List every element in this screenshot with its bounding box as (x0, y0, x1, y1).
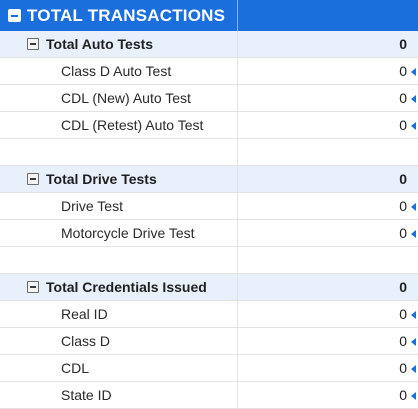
row-value-cell[interactable]: 0 (238, 112, 418, 138)
spacer-row (0, 139, 418, 166)
spacer-label-cell (0, 247, 238, 273)
row-value-cell[interactable]: 0 (238, 382, 418, 408)
section-total: 0 (399, 36, 407, 52)
table-row[interactable]: Motorcycle Drive Test 0 (0, 220, 418, 247)
section-label: Total Drive Tests (46, 171, 157, 187)
section-label-cell: Total Auto Tests (0, 31, 238, 57)
row-label-cell: CDL (Retest) Auto Test (0, 112, 238, 138)
section-total: 0 (399, 279, 407, 295)
table-row[interactable]: CDL (New) Auto Test 0 (0, 85, 418, 112)
row-value: 0 (399, 387, 407, 403)
table-row[interactable]: Class D 0 (0, 328, 418, 355)
table-row[interactable]: Drive Test 0 (0, 193, 418, 220)
row-value-cell[interactable]: 0 (238, 328, 418, 354)
row-label-cell: CDL (0, 355, 238, 381)
collapse-minus-icon[interactable] (27, 173, 39, 185)
note-triangle-icon[interactable] (411, 203, 416, 211)
note-triangle-icon[interactable] (411, 122, 416, 130)
row-label: Drive Test (61, 198, 123, 214)
note-triangle-icon[interactable] (411, 68, 416, 76)
section-value-cell: 0 (238, 166, 418, 192)
row-label: Class D Auto Test (61, 63, 172, 79)
table-row[interactable]: CDL (Retest) Auto Test 0 (0, 112, 418, 139)
row-value: 0 (399, 225, 407, 241)
note-triangle-icon[interactable] (411, 230, 416, 238)
section-label: Total Auto Tests (46, 36, 154, 52)
row-value: 0 (399, 333, 407, 349)
row-value: 0 (399, 360, 407, 376)
row-value-cell[interactable]: 0 (238, 220, 418, 246)
section-label-cell: Total Credentials Issued (0, 274, 238, 300)
report-header-label-cell: TOTAL TRANSACTIONS (0, 0, 238, 31)
row-value: 0 (399, 63, 407, 79)
spacer-row (0, 247, 418, 274)
row-value: 0 (399, 90, 407, 106)
spacer-label-cell (0, 139, 238, 165)
row-value-cell[interactable]: 0 (238, 355, 418, 381)
note-triangle-icon[interactable] (411, 95, 416, 103)
spacer-value-cell (238, 139, 418, 165)
table-row[interactable]: State ID 0 (0, 382, 418, 409)
section-row-credentials-issued[interactable]: Total Credentials Issued 0 (0, 274, 418, 301)
table-row[interactable]: CDL 0 (0, 355, 418, 382)
row-value-cell[interactable]: 0 (238, 85, 418, 111)
row-label-cell: State ID (0, 382, 238, 408)
collapse-all-icon[interactable] (8, 9, 21, 22)
report-title: TOTAL TRANSACTIONS (27, 5, 226, 25)
section-value-cell: 0 (238, 31, 418, 57)
section-label-cell: Total Drive Tests (0, 166, 238, 192)
row-label: Motorcycle Drive Test (61, 225, 195, 241)
section-row-drive-tests[interactable]: Total Drive Tests 0 (0, 166, 418, 193)
row-value: 0 (399, 117, 407, 133)
note-triangle-icon[interactable] (411, 338, 416, 346)
table-row[interactable]: Real ID 0 (0, 301, 418, 328)
report-header-value-cell (238, 0, 418, 31)
row-value: 0 (399, 198, 407, 214)
collapse-minus-icon[interactable] (27, 281, 39, 293)
note-triangle-icon[interactable] (411, 392, 416, 400)
table-row[interactable]: Class D Auto Test 0 (0, 58, 418, 85)
section-total: 0 (399, 171, 407, 187)
note-triangle-icon[interactable] (411, 365, 416, 373)
row-value: 0 (399, 306, 407, 322)
row-label-cell: Motorcycle Drive Test (0, 220, 238, 246)
row-label: Class D (61, 333, 111, 349)
row-label: CDL (61, 360, 90, 376)
row-value-cell[interactable]: 0 (238, 301, 418, 327)
row-label-cell: Class D Auto Test (0, 58, 238, 84)
row-label-cell: Drive Test (0, 193, 238, 219)
row-value-cell[interactable]: 0 (238, 193, 418, 219)
collapse-minus-icon[interactable] (27, 38, 39, 50)
row-label-cell: Real ID (0, 301, 238, 327)
section-value-cell: 0 (238, 274, 418, 300)
row-label: CDL (New) Auto Test (61, 90, 191, 106)
row-label-cell: Class D (0, 328, 238, 354)
row-value-cell[interactable]: 0 (238, 58, 418, 84)
row-label: State ID (61, 387, 112, 403)
row-label: CDL (Retest) Auto Test (61, 117, 204, 133)
note-triangle-icon[interactable] (411, 311, 416, 319)
row-label-cell: CDL (New) Auto Test (0, 85, 238, 111)
section-row-auto-tests[interactable]: Total Auto Tests 0 (0, 31, 418, 58)
spacer-value-cell (238, 247, 418, 273)
section-label: Total Credentials Issued (46, 279, 207, 295)
row-label: Real ID (61, 306, 108, 322)
report-header: TOTAL TRANSACTIONS (0, 0, 418, 31)
